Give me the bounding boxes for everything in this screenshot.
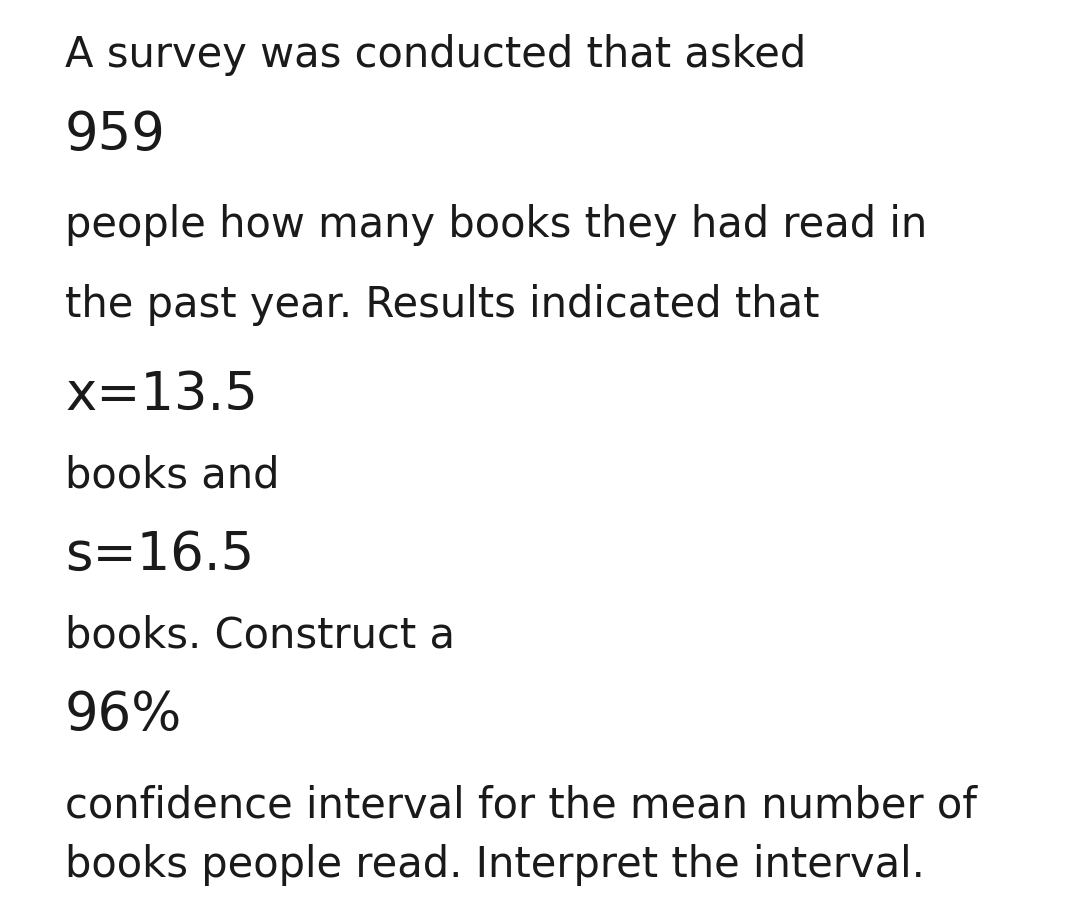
Text: books and: books and [65,454,280,496]
Text: the past year. Results indicated that: the past year. Results indicated that [65,284,820,326]
Text: 96%: 96% [65,689,183,741]
Text: 959: 959 [65,109,166,161]
Text: x=13.5: x=13.5 [65,369,258,421]
Text: s=16.5: s=16.5 [65,529,254,581]
Text: books people read. Interpret the interval.: books people read. Interpret the interva… [65,844,924,886]
Text: people how many books they had read in: people how many books they had read in [65,204,928,246]
Text: confidence interval for the mean number of: confidence interval for the mean number … [65,784,977,826]
Text: A survey was conducted that asked: A survey was conducted that asked [65,34,807,76]
Text: books. Construct a: books. Construct a [65,614,455,656]
